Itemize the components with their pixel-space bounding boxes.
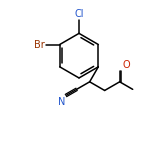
Text: Br: Br xyxy=(35,40,45,50)
Text: Cl: Cl xyxy=(74,9,84,19)
Text: N: N xyxy=(58,97,65,107)
Text: O: O xyxy=(123,60,130,70)
